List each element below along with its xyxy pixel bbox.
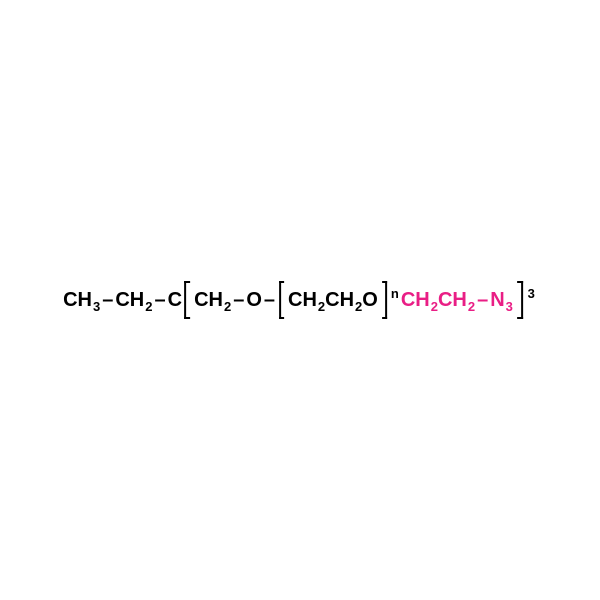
subscript: 3 — [506, 300, 513, 313]
bracket-close-paren: n — [379, 281, 388, 319]
atom-text: CH — [63, 290, 92, 310]
atom-group: O — [362, 290, 378, 310]
subscript: 2 — [224, 300, 231, 313]
atom-group: CH2 — [325, 290, 362, 310]
atom-group: O — [246, 290, 262, 310]
bond-dash: – — [154, 290, 165, 310]
atom-text: CH — [401, 290, 430, 310]
atom-group: CH2 — [438, 290, 475, 310]
bond-dash: – — [264, 290, 275, 310]
atom-text: N — [490, 290, 504, 310]
atom-group: C — [168, 290, 182, 310]
bond-dash: – — [477, 290, 488, 310]
atom-group: N3 — [490, 290, 513, 310]
bond-dash: – — [102, 290, 113, 310]
chemical-formula: CH3–CH2–CCH2–O–CH2CH2OnCH2CH2–N33 — [63, 281, 537, 319]
atom-text: CH — [325, 290, 354, 310]
atom-group: CH2 — [401, 290, 438, 310]
atom-group: CH2 — [194, 290, 231, 310]
atom-text: CH — [438, 290, 467, 310]
bracket-open-paren — [278, 281, 287, 319]
bond-dash: – — [233, 290, 244, 310]
bracket-subscript: 3 — [528, 286, 535, 322]
atom-group: CH3 — [63, 290, 100, 310]
atom-text: CH — [288, 290, 317, 310]
subscript: 2 — [318, 300, 325, 313]
subscript: 2 — [145, 300, 152, 313]
atom-text: CH — [115, 290, 144, 310]
atom-text: O — [362, 290, 378, 310]
atom-text: CH — [194, 290, 223, 310]
subscript: 2 — [468, 300, 475, 313]
atom-group: CH2 — [115, 290, 152, 310]
subscript: 3 — [93, 300, 100, 313]
atom-text: O — [246, 290, 262, 310]
bracket-subscript: n — [391, 286, 399, 322]
atom-group: CH2 — [288, 290, 325, 310]
atom-text: C — [168, 290, 182, 310]
subscript: 2 — [431, 300, 438, 313]
bracket-close-square: 3 — [514, 281, 524, 319]
subscript: 2 — [355, 300, 362, 313]
formula-container: CH3–CH2–CCH2–O–CH2CH2OnCH2CH2–N33 — [63, 281, 537, 319]
bracket-open-square — [183, 281, 193, 319]
